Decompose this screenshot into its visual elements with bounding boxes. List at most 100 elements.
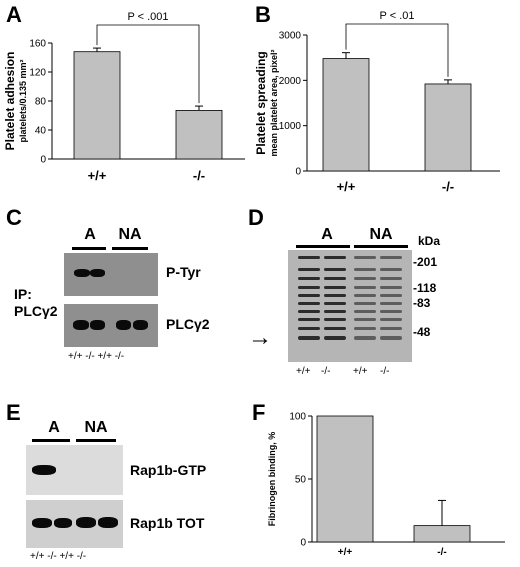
y-axis-subtitle: mean platelet area, pixel² xyxy=(269,49,279,156)
blot-band xyxy=(354,286,376,289)
blot-band xyxy=(90,269,105,277)
chart-f-fibrinogen-binding: 0 50 100 +/+ -/- Fibrinogen binding, % xyxy=(267,412,505,558)
blot-band xyxy=(98,517,118,528)
blot-band xyxy=(90,320,105,330)
chart-b-platelet-spreading: 0 1000 2000 3000 +/+ -/- Platelet spreading mea… xyxy=(255,10,500,194)
blot-e-row-gtp: Rap1b-GTP xyxy=(130,462,207,478)
bar-wildtype xyxy=(73,51,121,160)
y-tick-label: 2000 xyxy=(279,76,302,87)
blot-band xyxy=(298,286,320,289)
blot-band xyxy=(324,277,346,280)
blot-e-group-a: A xyxy=(48,419,60,436)
category-label: -/- xyxy=(442,179,454,194)
blot-band xyxy=(298,302,320,305)
blot-band xyxy=(354,327,376,330)
blot-band xyxy=(324,310,346,313)
panel-label-d: D xyxy=(248,205,264,230)
p-value-annotation: P < .01 xyxy=(380,10,415,22)
blot-d-underline-a xyxy=(296,245,350,248)
blot-band xyxy=(298,268,320,271)
y-axis-title: Platelet spreading xyxy=(255,51,268,154)
y-tick-label: 1000 xyxy=(279,121,302,132)
blot-e-group-na: NA xyxy=(84,419,108,436)
blot-c-row-plcg2: PLCγ2 xyxy=(166,316,210,332)
blot-d-underline-na xyxy=(354,245,408,248)
bar-knockout xyxy=(413,525,471,543)
y-tick-label: 120 xyxy=(29,68,46,79)
blot-d-genotype-3: +/+ xyxy=(353,366,368,377)
blot-band xyxy=(298,336,320,340)
blot-e-tot-membrane xyxy=(26,500,123,548)
blot-band xyxy=(324,318,346,321)
blot-band xyxy=(380,256,402,259)
y-tick-label: 0 xyxy=(300,538,306,549)
blot-d-group-a: A xyxy=(321,226,333,243)
category-label: -/- xyxy=(437,547,446,558)
blot-band xyxy=(380,286,402,289)
blot-c-ip-label: IP: xyxy=(14,286,32,302)
category-label: +/+ xyxy=(88,168,107,183)
blot-band xyxy=(324,286,346,289)
blot-d-marker-48: -48 xyxy=(413,325,431,339)
blot-c-underline-na xyxy=(112,247,148,250)
blot-d-kda-label: kDa xyxy=(418,234,441,248)
chart-a-platelet-adhesion: 0 40 80 120 160 +/+ -/- Platelet adhesion platel… xyxy=(3,11,245,183)
blot-band xyxy=(354,310,376,313)
blot-e-genotypes: +/+ -/- +/+ -/- xyxy=(30,551,87,562)
blot-c-plcg2-membrane xyxy=(64,304,158,347)
blot-band xyxy=(298,256,320,259)
blot-band xyxy=(32,465,56,475)
blot-d-genotype-2: -/- xyxy=(321,366,331,377)
blot-band xyxy=(298,327,320,330)
blot-d-genotype-4: -/- xyxy=(380,366,390,377)
blot-c-genotypes: +/+ -/- +/+ -/- xyxy=(68,351,125,362)
y-tick-label: 0 xyxy=(295,167,301,178)
significance-bracket xyxy=(345,23,449,77)
blot-band xyxy=(354,277,376,280)
blot-band xyxy=(354,268,376,271)
blot-d-marker-83: -83 xyxy=(413,296,431,310)
bar-wildtype xyxy=(322,58,370,172)
blot-band xyxy=(354,318,376,321)
blot-e-row-tot: Rap1b TOT xyxy=(130,515,205,531)
panel-label-a: A xyxy=(6,2,22,27)
blot-e-gtp-membrane xyxy=(26,445,123,495)
blot-band xyxy=(354,302,376,305)
blot-band xyxy=(133,320,148,330)
blot-band xyxy=(324,268,346,271)
blot-band xyxy=(380,277,402,280)
category-label: +/+ xyxy=(338,547,353,558)
blot-d-group-na: NA xyxy=(369,226,393,243)
blot-c-group-a: A xyxy=(84,226,96,243)
blot-band xyxy=(380,268,402,271)
significance-bracket xyxy=(96,24,200,104)
blot-c-ptyr-membrane xyxy=(64,253,158,296)
blot-band xyxy=(324,302,346,305)
blot-c-underline-a xyxy=(72,247,106,250)
category-label: -/- xyxy=(193,168,205,183)
blot-band xyxy=(380,336,402,340)
blot-d-membrane xyxy=(288,250,412,362)
blot-band xyxy=(324,327,346,330)
panel-label-e: E xyxy=(6,400,21,425)
p-value-annotation: P < .001 xyxy=(127,11,168,23)
blot-e-underline-a xyxy=(32,439,70,442)
panel-label-f: F xyxy=(252,400,266,425)
y-tick-label: 0 xyxy=(40,155,46,166)
panel-label-b: B xyxy=(255,2,271,27)
blot-band xyxy=(298,310,320,313)
blot-band xyxy=(324,256,346,259)
y-tick-label: 50 xyxy=(295,475,307,486)
blot-band xyxy=(380,318,402,321)
blot-d-marker-118: -118 xyxy=(413,281,437,295)
y-tick-label: 160 xyxy=(29,39,46,50)
bar-wildtype xyxy=(316,415,374,543)
bar-knockout xyxy=(175,110,223,160)
blot-band xyxy=(54,518,72,528)
blot-e-underline-na xyxy=(76,439,116,442)
blot-band xyxy=(32,518,52,528)
blot-band xyxy=(73,320,89,330)
blot-band xyxy=(354,336,376,340)
blot-band xyxy=(380,327,402,330)
blot-d-genotype-1: +/+ xyxy=(296,366,311,377)
